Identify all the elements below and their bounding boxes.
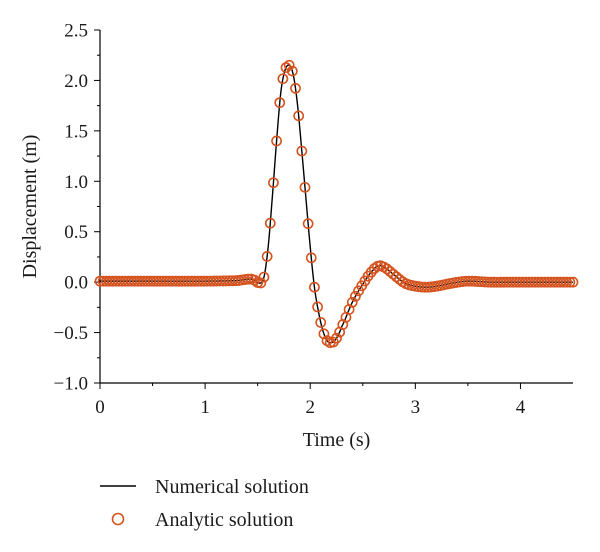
analytic-solution-point [283,59,295,71]
x-axis-title: Time (s) [303,429,371,451]
analytic-solution-point [290,82,301,94]
y-tick-label: 1.5 [64,121,88,142]
x-tick-label: 0 [95,397,105,418]
numerical-series [100,64,573,344]
analytic-solution-point [296,145,308,157]
y-tick-label: 2.0 [64,71,88,92]
analytic-solution-point [381,263,393,275]
analytic-solution-point [261,250,273,262]
analytic-solution-point [331,332,342,344]
analytic-solution-point [277,73,289,85]
analytic-solution-point [271,135,282,147]
analytic-solution-point [264,217,276,229]
numerical-solution-line [100,64,573,344]
analytic-solution-point [258,271,270,283]
y-tick-label: 0.5 [64,222,88,243]
analytic-solution-point [255,277,267,289]
y-tick-label: −0.5 [54,323,88,344]
analytic-solution-point [315,317,327,328]
analytic-series [94,59,579,349]
analytic-solution-point [387,268,399,280]
analytic-solution-point [561,276,573,288]
analytic-solution-point [350,290,361,302]
x-tick-label: 4 [516,397,526,418]
analytic-solution-point [249,274,260,286]
ticks: 2.5 2.0 1.5 1.0 0.5 0.0 −0.5 −1.0 0 1 2 3 4 [54,21,526,419]
analytic-solution-point [309,281,320,293]
analytic-solution-point [274,97,286,109]
legend-analytic-label: Analytic solution [155,509,293,531]
analytic-solution-point [293,110,305,122]
x-tick-label: 3 [411,397,421,418]
legend-numerical-label: Numerical solution [155,476,309,498]
y-tick-label: 2.5 [64,21,88,42]
analytic-solution-point [384,266,396,277]
y-axis-title: Displacement (m) [19,135,41,279]
y-tick-label: 1.0 [64,172,88,193]
analytic-solution-point [286,65,298,77]
analytic-solution-point [242,273,254,285]
analytic-solution-point [299,181,311,193]
analytic-solution-point [318,328,330,340]
analytic-solution-point [312,301,323,313]
legend-analytic-swatch [111,512,125,526]
analytic-solution-point [567,276,579,288]
analytic-solution-point [564,276,576,288]
y-tick-label: 0.0 [64,273,88,294]
analytic-solution-point [268,177,279,189]
analytic-solution-point [305,252,317,264]
x-tick-label: 1 [200,397,210,418]
legend: Numerical solution Analytic solution [100,476,309,531]
x-tick-label: 2 [305,397,315,418]
analytic-solution-point [302,218,314,230]
analytic-solution-point [346,296,358,308]
y-tick-label: −1.0 [54,374,88,395]
axes [99,30,573,384]
